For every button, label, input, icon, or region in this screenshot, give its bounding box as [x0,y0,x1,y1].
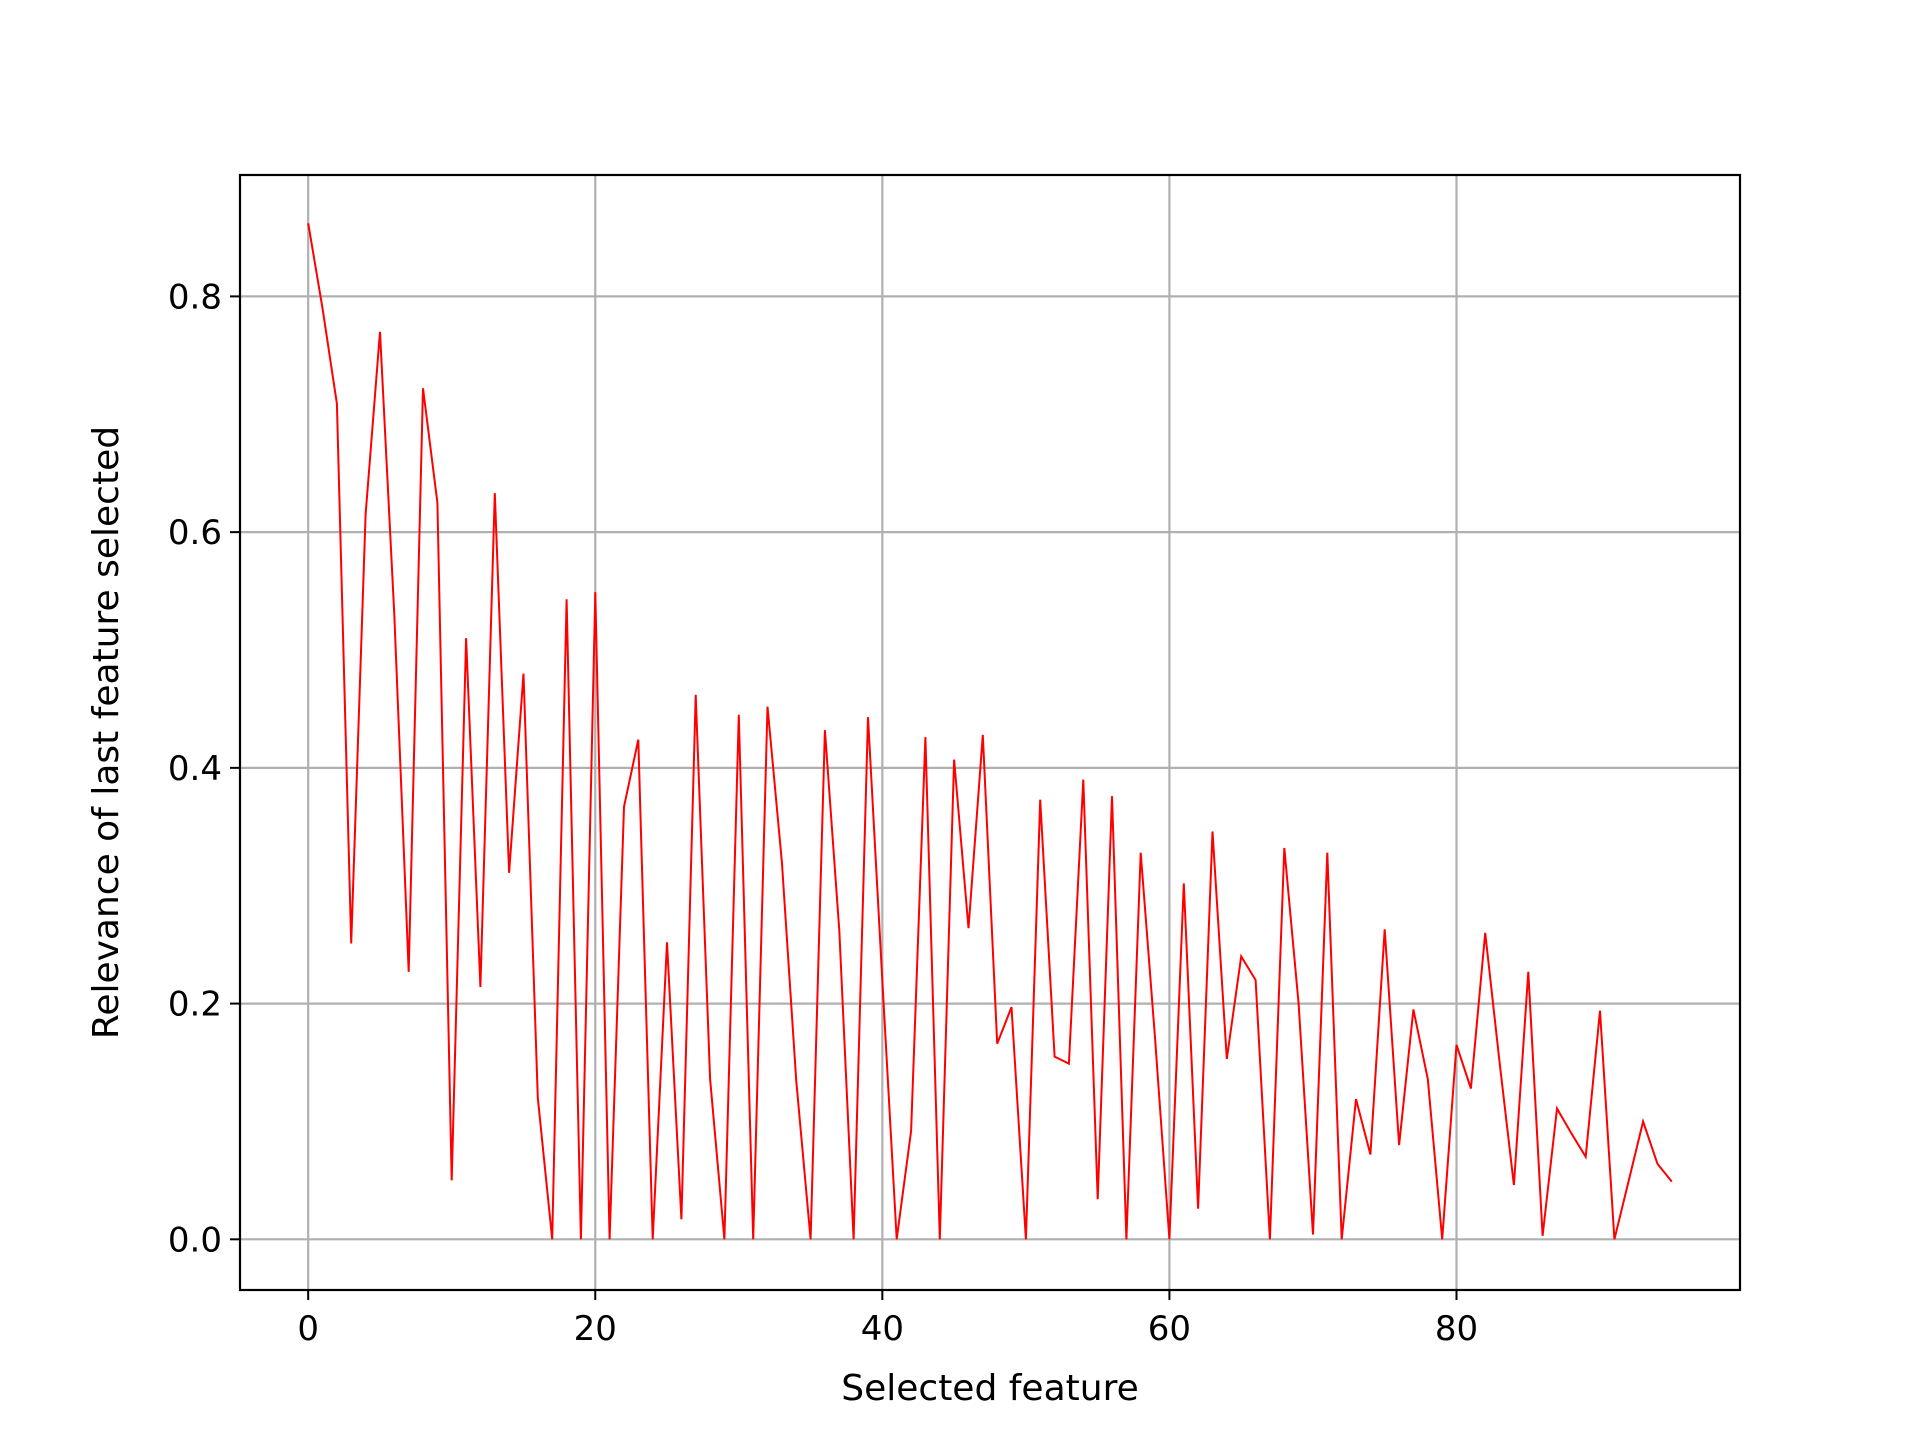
y-tick-label: 0.8 [168,277,222,317]
series-line [307,223,1673,1240]
grid-lines [240,175,1740,1290]
series-group [307,223,1673,1240]
x-tick-label: 80 [1435,1309,1478,1349]
y-tick-label: 0.6 [168,513,222,553]
x-tick-label: 20 [574,1309,617,1349]
x-axis-ticks: 0 20 40 60 80 [297,1290,1478,1349]
y-tick-label: 0.2 [168,985,222,1025]
x-tick-label: 40 [861,1309,904,1349]
x-axis-label: Selected feature [841,1368,1138,1409]
y-axis-label: Relevance of last feature selected [86,426,127,1039]
plot-frame [238,173,1742,1292]
x-tick-label: 0 [297,1309,319,1349]
y-tick-label: 0.0 [168,1220,222,1260]
x-tick-label: 60 [1148,1309,1191,1349]
y-axis-ticks: 0.0 0.2 0.4 0.6 0.8 [168,277,240,1260]
y-tick-label: 0.4 [168,749,222,789]
